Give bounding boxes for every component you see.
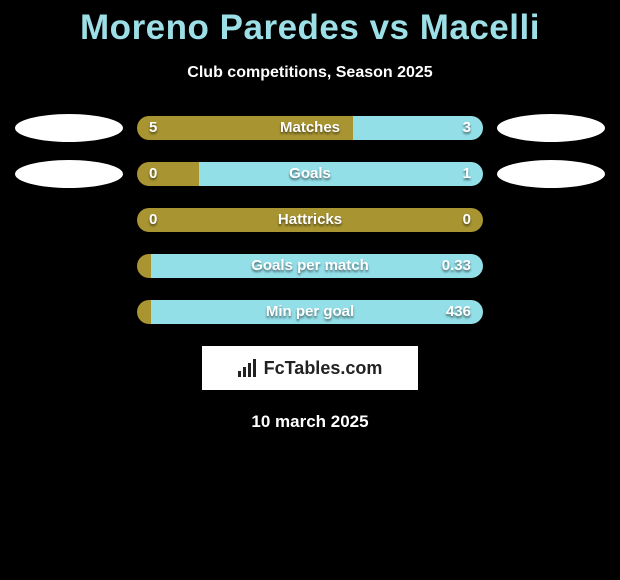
stat-label: Goals per match: [251, 254, 369, 278]
player-oval-left: [15, 160, 123, 188]
oval-spacer: [497, 298, 605, 326]
stat-value-right: 0.33: [442, 254, 471, 278]
stat-value-left: 0: [149, 162, 157, 186]
stat-bar: Min per goal 436: [137, 300, 483, 324]
stat-row: Goals per match 0.33: [0, 254, 620, 278]
page-title: Moreno Paredes vs Macelli: [0, 0, 620, 48]
bar-chart-icon: [238, 359, 258, 377]
stat-bar: 0 Goals 1: [137, 162, 483, 186]
player-oval-right: [497, 160, 605, 188]
attribution-text: FcTables.com: [264, 358, 383, 379]
player-oval-right: [497, 114, 605, 142]
stat-value-right: 436: [446, 300, 471, 324]
bar-segment-left: [137, 254, 151, 278]
stat-label: Hattricks: [278, 208, 342, 232]
player-oval-left: [15, 114, 123, 142]
stat-bar: Goals per match 0.33: [137, 254, 483, 278]
oval-spacer: [15, 298, 123, 326]
stat-row: Min per goal 436: [0, 300, 620, 324]
stat-label: Matches: [280, 116, 340, 140]
stat-value-left: 0: [149, 208, 157, 232]
bar-segment-left: [137, 300, 151, 324]
stat-value-right: 0: [463, 208, 471, 232]
stat-value-right: 1: [463, 162, 471, 186]
stat-row: 0 Hattricks 0: [0, 208, 620, 232]
oval-spacer: [15, 252, 123, 280]
bar-segment-left: [137, 162, 199, 186]
date-label: 10 march 2025: [0, 412, 620, 432]
stat-bar: 5 Matches 3: [137, 116, 483, 140]
stat-rows: 5 Matches 3 0 Goals 1 0 Hattricks 0: [0, 116, 620, 324]
subtitle: Club competitions, Season 2025: [0, 64, 620, 82]
stat-row: 5 Matches 3: [0, 116, 620, 140]
stat-value-left: 5: [149, 116, 157, 140]
oval-spacer: [497, 252, 605, 280]
oval-spacer: [497, 206, 605, 234]
stat-row: 0 Goals 1: [0, 162, 620, 186]
stat-bar: 0 Hattricks 0: [137, 208, 483, 232]
oval-spacer: [15, 206, 123, 234]
stat-value-right: 3: [463, 116, 471, 140]
stat-label: Goals: [289, 162, 331, 186]
bar-segment-right: [199, 162, 483, 186]
attribution-badge: FcTables.com: [202, 346, 418, 390]
stat-label: Min per goal: [266, 300, 354, 324]
